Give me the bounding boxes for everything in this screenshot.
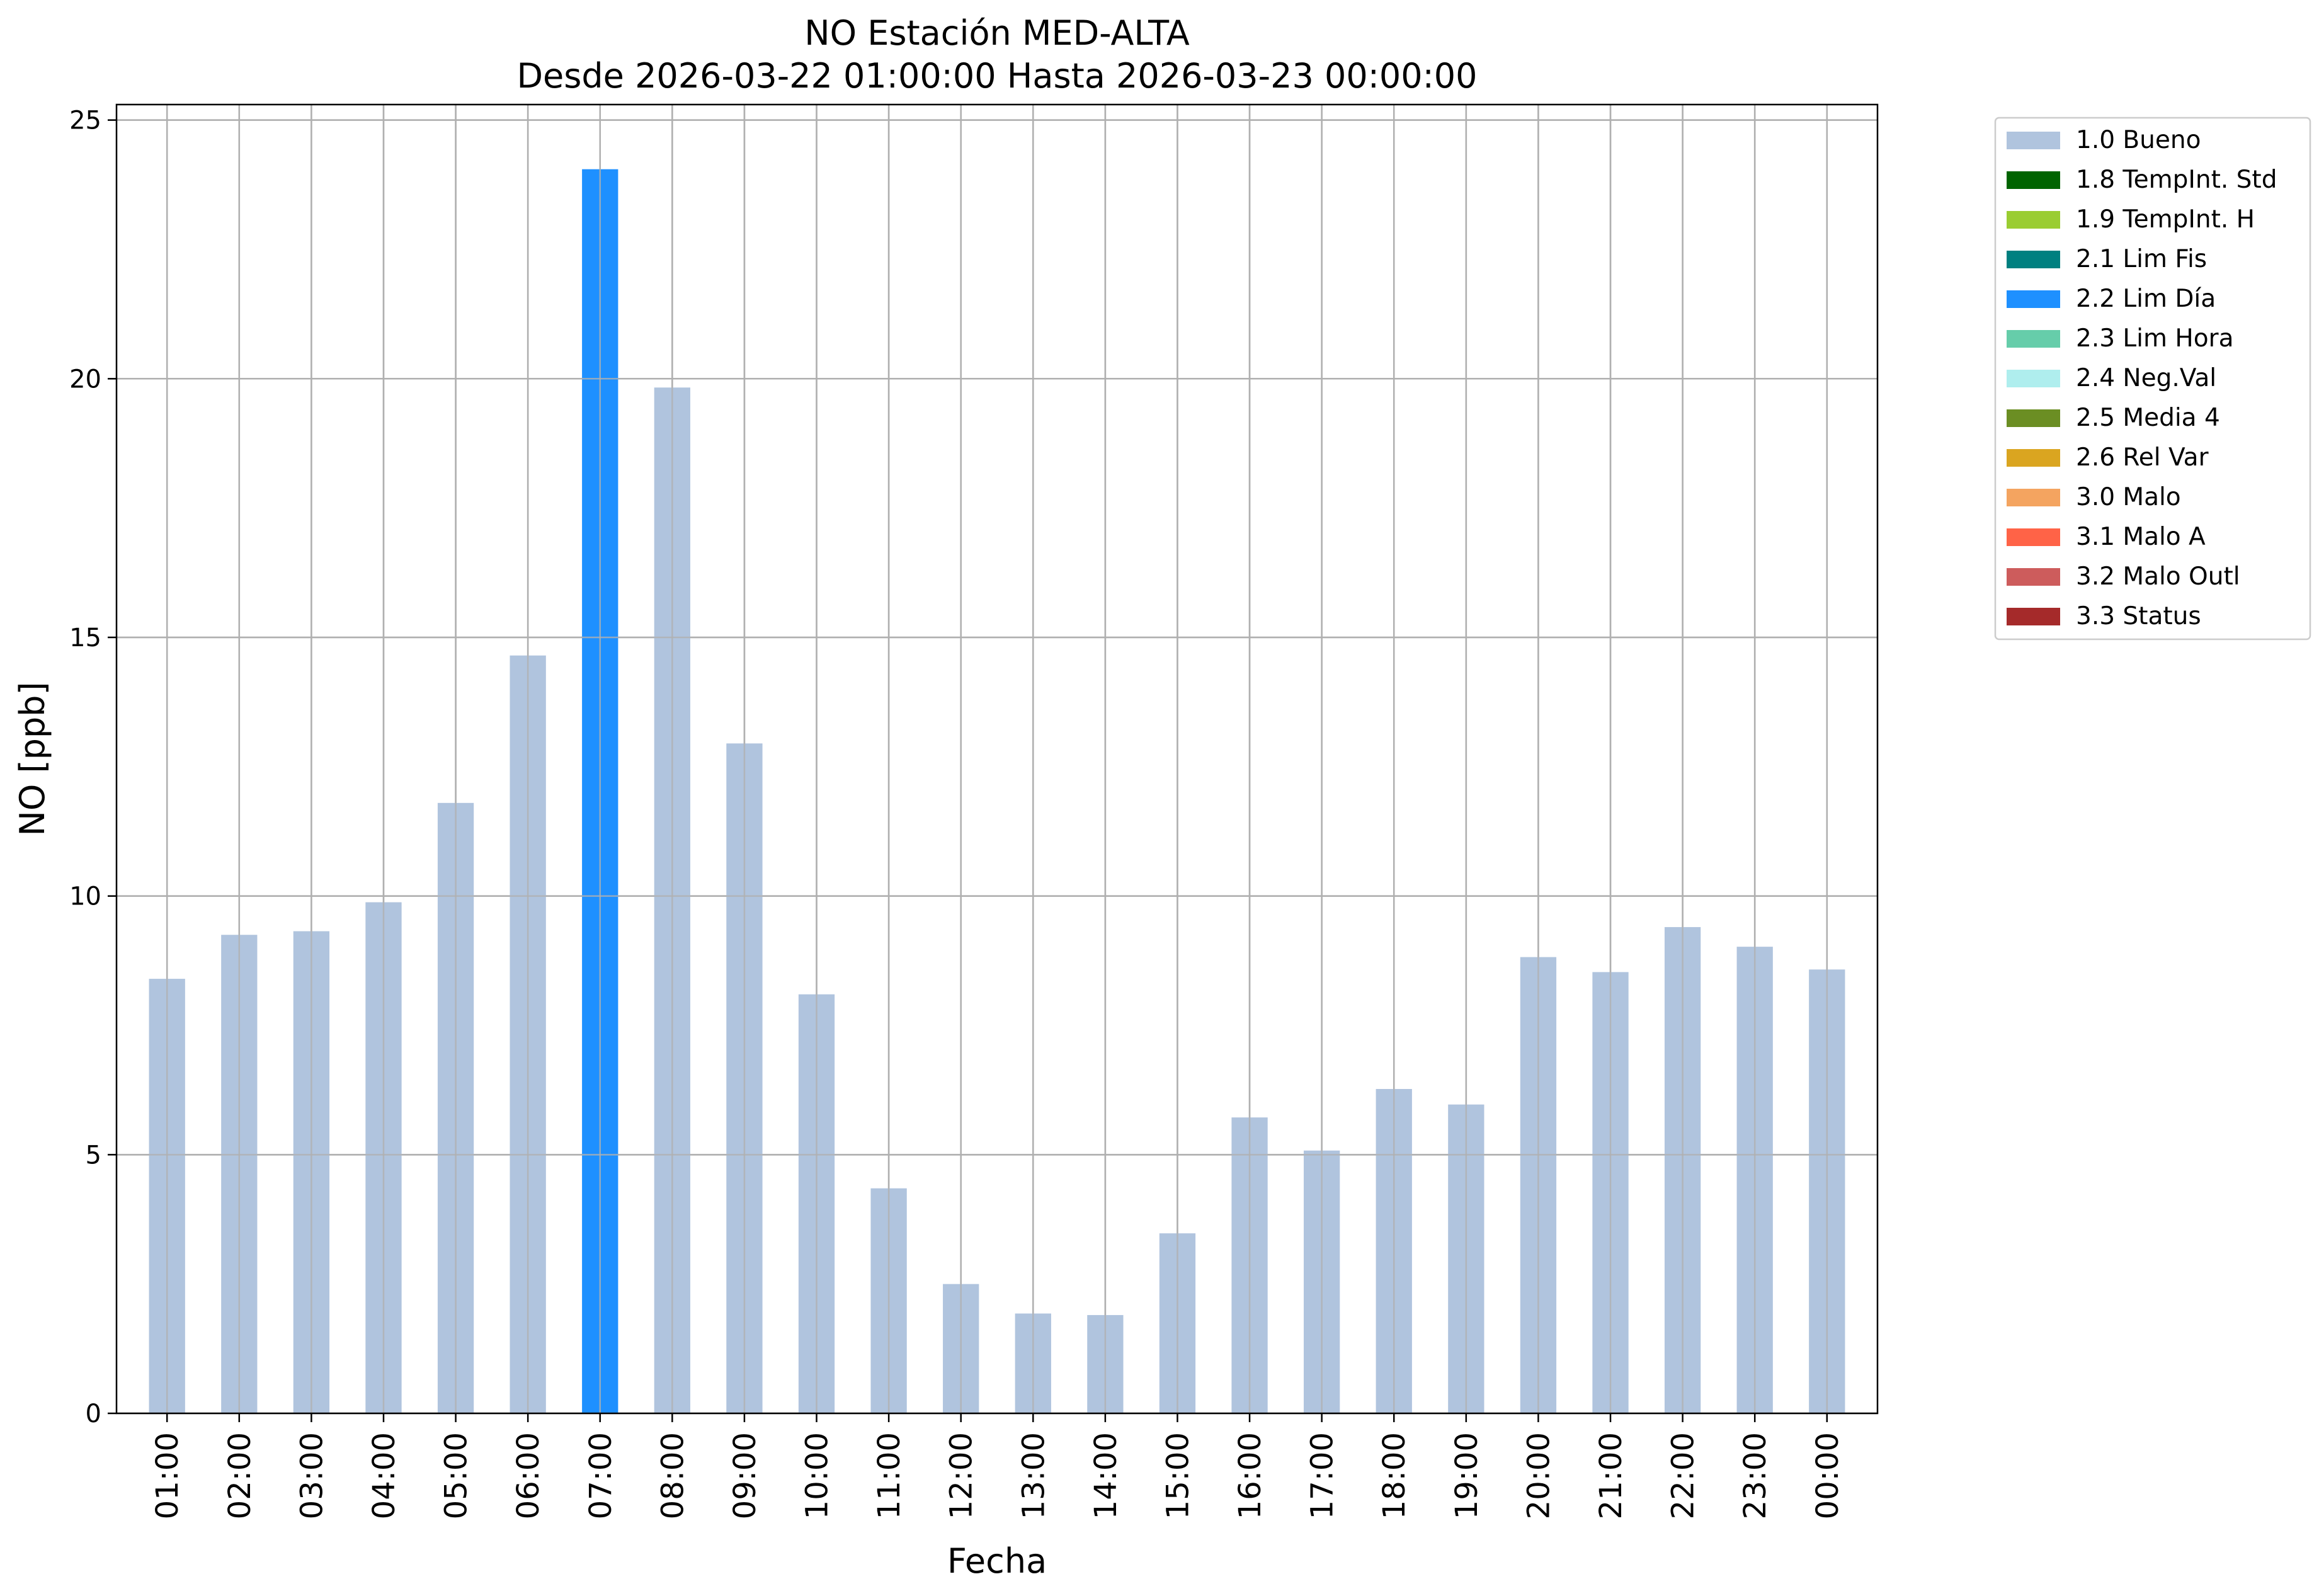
legend-swatch xyxy=(2007,528,2060,546)
legend-label: 1.8 TempInt. Std xyxy=(2076,166,2277,194)
x-tick-label: 03:00 xyxy=(294,1432,329,1519)
legend: 1.0 Bueno 1.8 TempInt. Std 1.9 TempInt. H 2… xyxy=(1994,117,2311,641)
bars-group xyxy=(117,105,1877,1415)
legend-swatch xyxy=(2007,251,2060,268)
x-tick-label: 07:00 xyxy=(583,1432,618,1519)
x-tick-label: 12:00 xyxy=(944,1432,979,1519)
legend-box xyxy=(1994,117,2311,641)
legend-swatch xyxy=(2007,489,2060,506)
x-tick-label: 21:00 xyxy=(1593,1432,1629,1519)
legend-swatch xyxy=(2007,211,2060,229)
legend-label: 2.5 Media 4 xyxy=(2076,404,2220,432)
x-tick-label: 00:00 xyxy=(1810,1432,1845,1519)
legend-swatch xyxy=(2007,409,2060,427)
legend-label: 2.1 Lim Fis xyxy=(2076,245,2207,273)
legend-swatch xyxy=(2007,370,2060,387)
legend-swatch xyxy=(2007,449,2060,467)
legend-label: 2.3 Lim Hora xyxy=(2076,324,2234,353)
legend-label: 3.0 Malo xyxy=(2076,483,2181,511)
x-tick-label: 20:00 xyxy=(1521,1432,1556,1519)
y-tick-label: 25 xyxy=(69,106,101,135)
x-axis-label: Fecha xyxy=(947,1541,1047,1581)
legend-label: 2.4 Neg.Val xyxy=(2076,364,2216,392)
x-tick-label: 13:00 xyxy=(1016,1432,1051,1519)
legend-label: 1.9 TempInt. H xyxy=(2076,205,2255,234)
x-tick-label: 23:00 xyxy=(1738,1432,1773,1519)
x-tick-label: 18:00 xyxy=(1377,1432,1412,1519)
x-tick-label: 08:00 xyxy=(655,1432,690,1519)
x-axis-ticks: 01:00 02:00 03:00 04:00 05:00 06:00 07:00 08:00… xyxy=(150,1413,1845,1519)
chart-subtitle: Desde 2026-03-22 01:00:00 Hasta 2026-03-… xyxy=(516,56,1477,96)
x-tick-label: 06:00 xyxy=(511,1432,546,1519)
legend-swatch xyxy=(2007,568,2060,586)
legend-label: 3.3 Status xyxy=(2076,602,2201,630)
y-tick-label: 0 xyxy=(86,1399,101,1428)
x-tick-label: 19:00 xyxy=(1449,1432,1484,1519)
y-axis-ticks: 0 5 10 15 20 25 xyxy=(69,106,117,1428)
x-tick-label: 11:00 xyxy=(872,1432,907,1519)
x-tick-label: 01:00 xyxy=(150,1432,185,1519)
x-tick-label: 14:00 xyxy=(1088,1432,1124,1519)
y-tick-label: 10 xyxy=(69,882,101,911)
x-tick-label: 04:00 xyxy=(367,1432,402,1519)
legend-label: 3.1 Malo A xyxy=(2076,523,2206,551)
x-tick-label: 17:00 xyxy=(1305,1432,1340,1519)
x-tick-label: 02:00 xyxy=(222,1432,258,1519)
y-tick-label: 5 xyxy=(86,1141,101,1170)
x-tick-label: 10:00 xyxy=(800,1432,835,1519)
chart-title: NO Estación MED-ALTA xyxy=(804,13,1190,53)
x-tick-label: 16:00 xyxy=(1233,1432,1268,1519)
legend-label: 2.6 Rel Var xyxy=(2076,443,2209,472)
y-tick-label: 15 xyxy=(69,624,101,653)
x-tick-label: 05:00 xyxy=(439,1432,474,1519)
x-tick-label: 15:00 xyxy=(1160,1432,1195,1519)
legend-swatch xyxy=(2007,290,2060,308)
legend-swatch xyxy=(2007,171,2060,189)
x-tick-label: 22:00 xyxy=(1666,1432,1701,1519)
legend-swatch xyxy=(2007,608,2060,625)
legend-label: 1.0 Bueno xyxy=(2076,126,2201,154)
legend-swatch xyxy=(2007,132,2060,149)
legend-swatch xyxy=(2007,330,2060,348)
plot-frame xyxy=(115,103,1879,1415)
x-tick-label: 09:00 xyxy=(727,1432,763,1519)
y-tick-label: 20 xyxy=(69,365,101,394)
y-axis-label: NO [ppb] xyxy=(13,681,52,836)
legend-label: 2.2 Lim Día xyxy=(2076,285,2216,313)
legend-label: 3.2 Malo Outl xyxy=(2076,562,2240,591)
